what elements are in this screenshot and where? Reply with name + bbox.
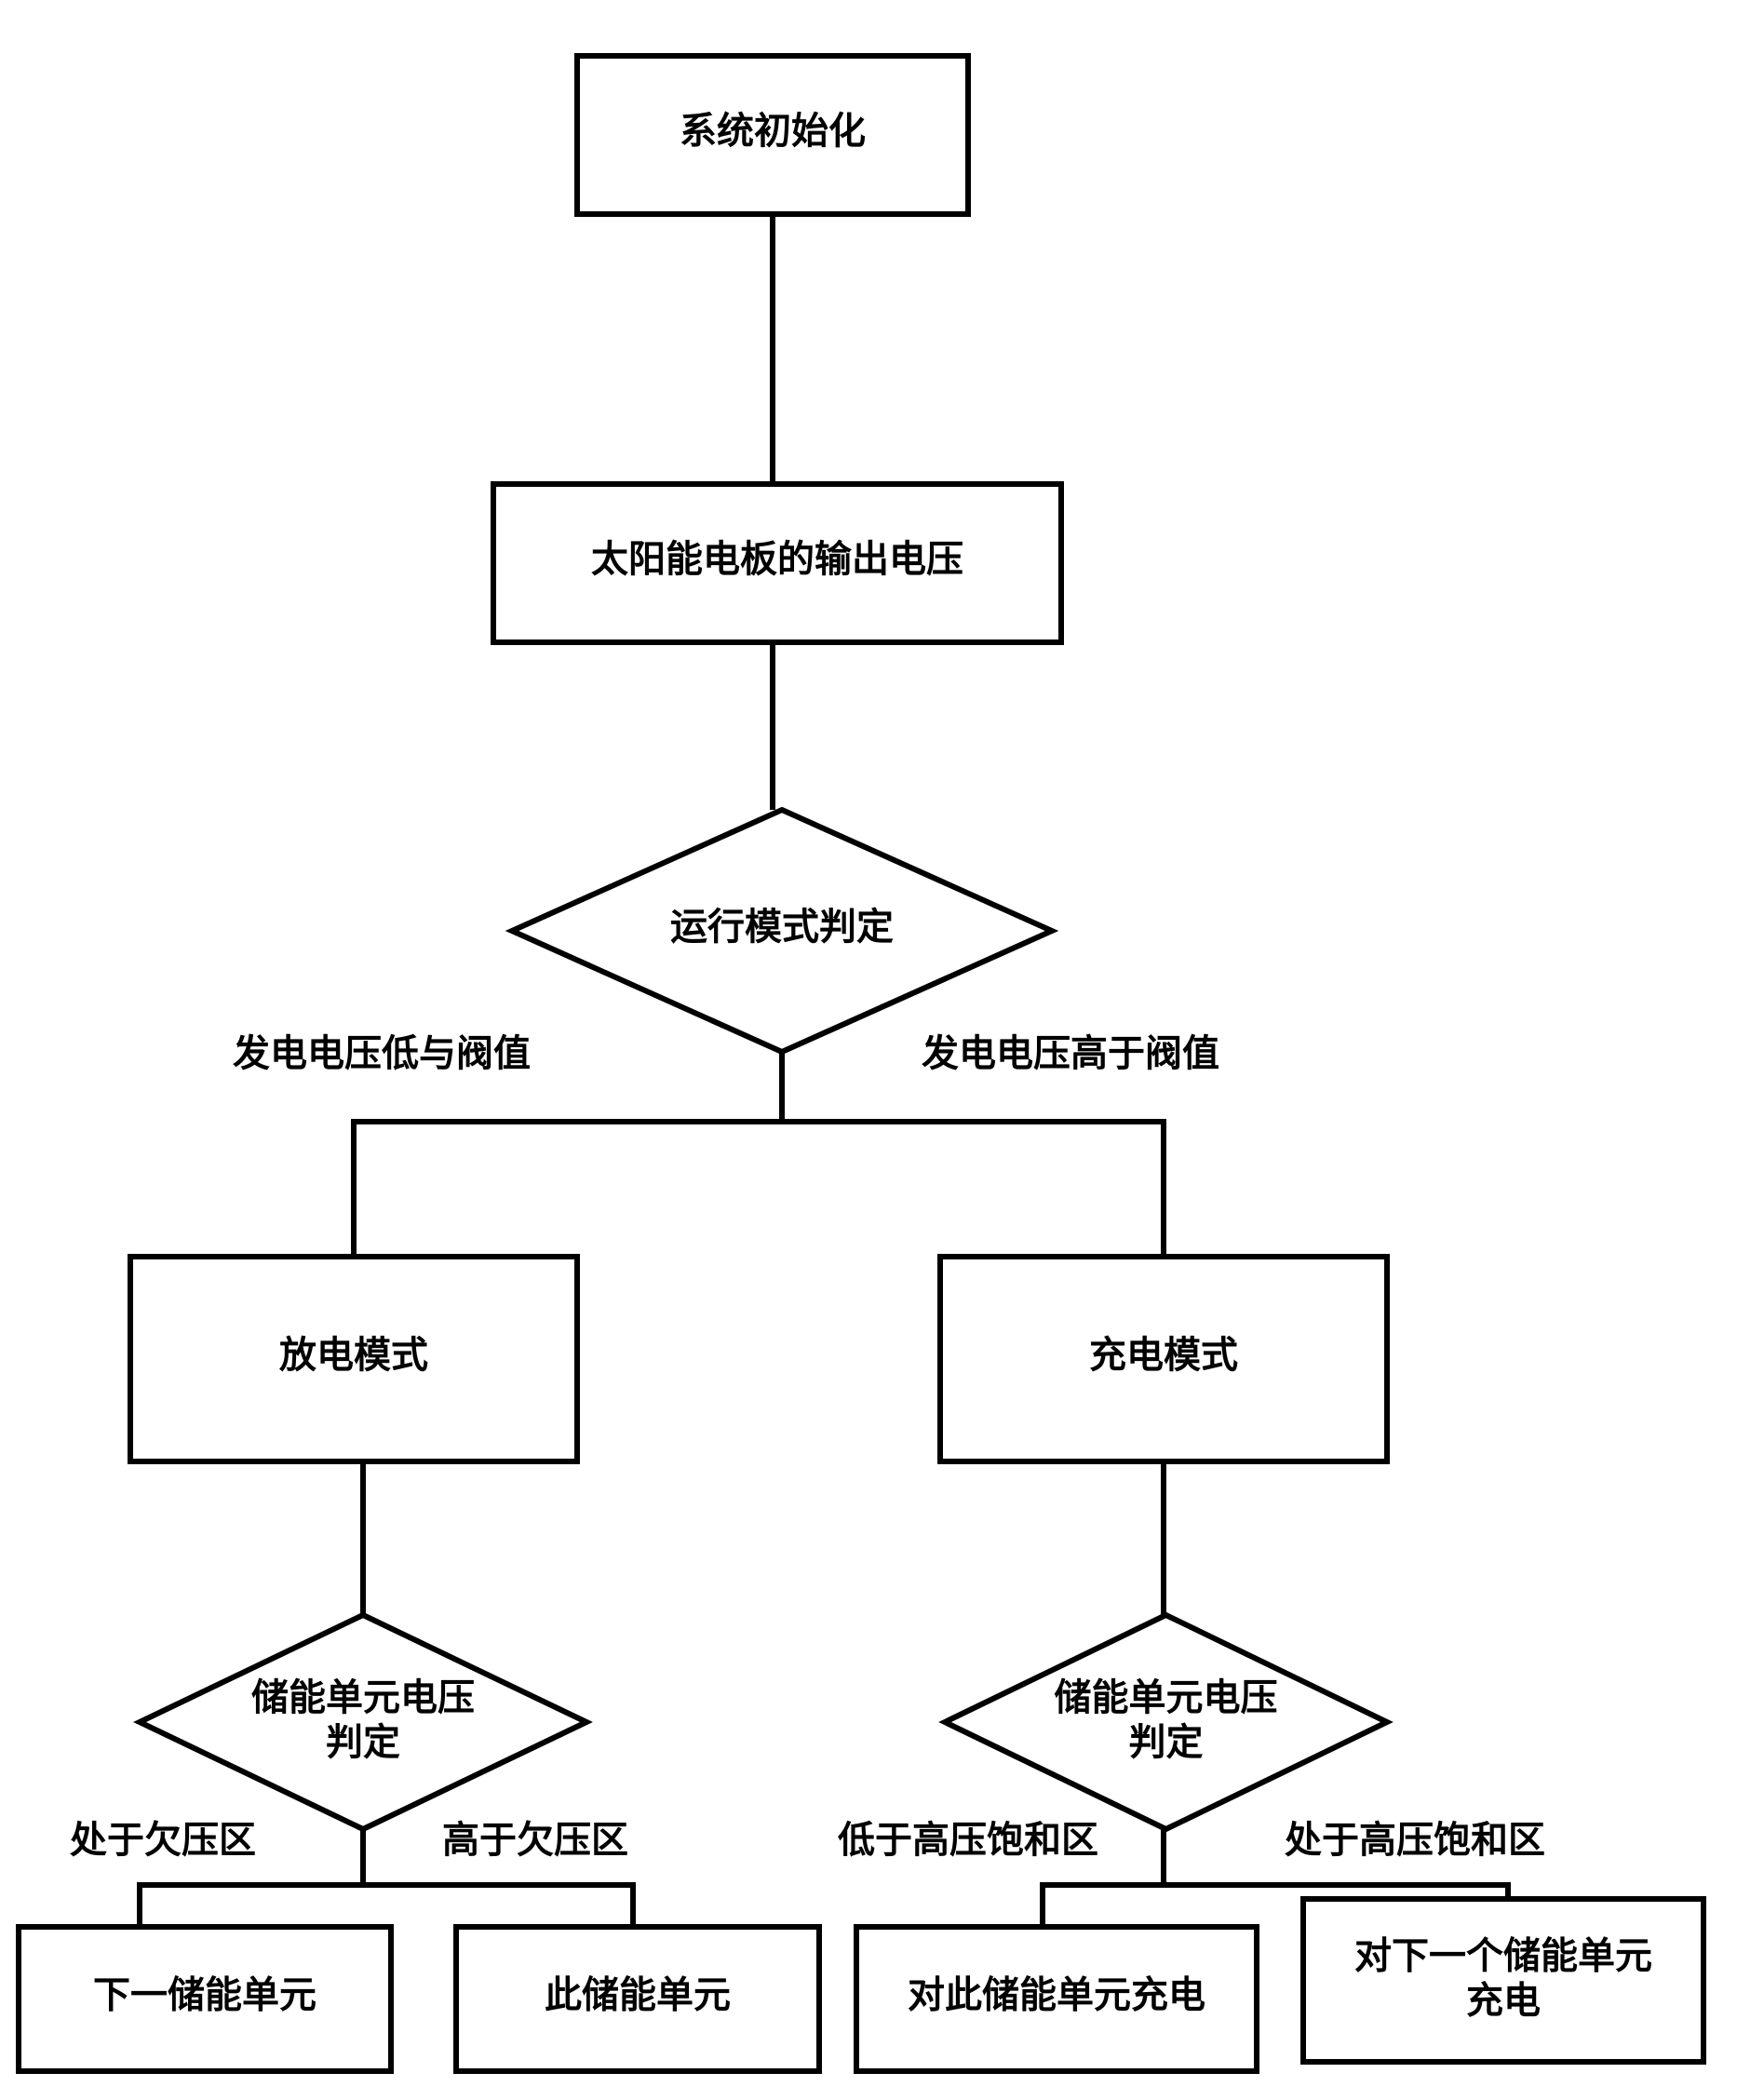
edge-label-c_volt_dec-charge_next: 处于高压饱和区	[1285, 1819, 1545, 1861]
node-label-mode_dec: 运行模式判定	[670, 906, 894, 948]
node-label1-d_volt_dec: 储能单元电压	[251, 1676, 475, 1718]
edge-label-mode_dec-charge: 发电电压高于阀值	[922, 1032, 1219, 1074]
edge-label-c_volt_dec-charge_this: 低于高压饱和区	[838, 1819, 1098, 1861]
edge-mode_dec-discharge	[354, 1052, 782, 1257]
node-label-next_unit: 下一储能单元	[93, 1974, 316, 2016]
flowchart-canvas: 发电电压低与阀值 发电电压高于阀值处于欠压区 高于欠压区 低于高压饱和区 处于高压饱和区…	[0, 0, 1737, 2100]
node-label-charge: 充电模式	[1089, 1334, 1238, 1376]
node-label2-c_volt_dec: 判定	[1129, 1721, 1204, 1763]
node-label-init: 系统初始化	[680, 110, 866, 152]
edge-label-d_volt_dec-this_unit: 高于欠压区	[442, 1819, 628, 1861]
node-label1-c_volt_dec: 储能单元电压	[1055, 1676, 1278, 1718]
edge-label-mode_dec-discharge: 发电电压低与阀值	[233, 1032, 531, 1074]
node-label-charge_this: 对此储能单元充电	[908, 1974, 1205, 2016]
node-label2-charge_next: 充电	[1466, 1980, 1541, 2022]
node-label-solar_out: 太阳能电板的输出电压	[591, 538, 963, 580]
node-label2-d_volt_dec: 判定	[326, 1721, 400, 1763]
node-label-discharge: 放电模式	[279, 1334, 428, 1376]
edge-mode_dec-charge	[782, 1052, 1164, 1257]
edge-label-d_volt_dec-next_unit: 处于欠压区	[70, 1819, 256, 1861]
node-label1-charge_next: 对下一个储能单元	[1354, 1935, 1652, 1977]
node-label-this_unit: 此储能单元	[545, 1974, 731, 2016]
